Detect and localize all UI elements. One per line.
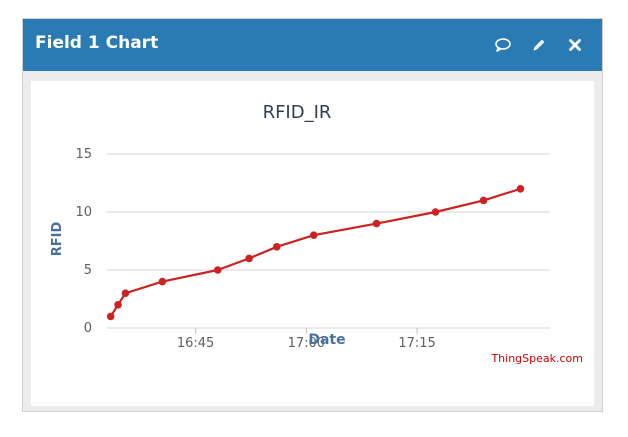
chart-panel: RFID_IR 0 5 10 15 16:45 17:00 17:15 RFID Date…	[31, 81, 594, 406]
data-point[interactable]	[114, 301, 122, 309]
chart-title: RFID_IR	[263, 102, 332, 123]
thingspeak-credit-link[interactable]: ThingSpeak.com	[491, 352, 583, 365]
data-point[interactable]	[516, 185, 525, 193]
data-point[interactable]	[273, 243, 281, 251]
window-titlebar: Field 1 Chart	[23, 19, 602, 71]
x-tick-label: 17:00	[288, 336, 325, 351]
data-point[interactable]	[309, 231, 318, 239]
y-tick-label: 10	[75, 205, 92, 220]
line-chart: RFID_IR 0 5 10 15 16:45 17:00 17:15 RFID Date	[50, 102, 550, 351]
data-point[interactable]	[431, 208, 440, 216]
comment-icon	[495, 38, 511, 52]
edit-button[interactable]	[527, 33, 551, 57]
data-point[interactable]	[106, 312, 115, 321]
x-tick-label: 16:45	[177, 336, 214, 351]
comment-button[interactable]	[491, 33, 515, 57]
close-button[interactable]	[563, 33, 587, 57]
y-axis-label: RFID	[50, 222, 65, 257]
x-tick-label: 17:15	[398, 336, 435, 351]
data-point[interactable]	[121, 289, 130, 297]
data-point[interactable]	[213, 266, 222, 274]
series-line	[109, 187, 521, 317]
pencil-icon	[533, 39, 545, 51]
data-point[interactable]	[245, 254, 253, 263]
close-icon	[569, 39, 581, 51]
window-title: Field 1 Chart	[35, 33, 159, 53]
x-axis-label: Date	[308, 332, 345, 348]
data-point[interactable]	[372, 219, 381, 228]
data-point[interactable]	[158, 277, 167, 286]
data-point[interactable]	[479, 196, 488, 205]
y-tick-label: 15	[75, 147, 92, 162]
y-tick-label: 0	[84, 321, 92, 336]
y-tick-label: 5	[84, 263, 92, 278]
chart-window: Field 1 Chart RFID_IR 0 5 10 15 16:45 17:00 1…	[22, 18, 603, 412]
